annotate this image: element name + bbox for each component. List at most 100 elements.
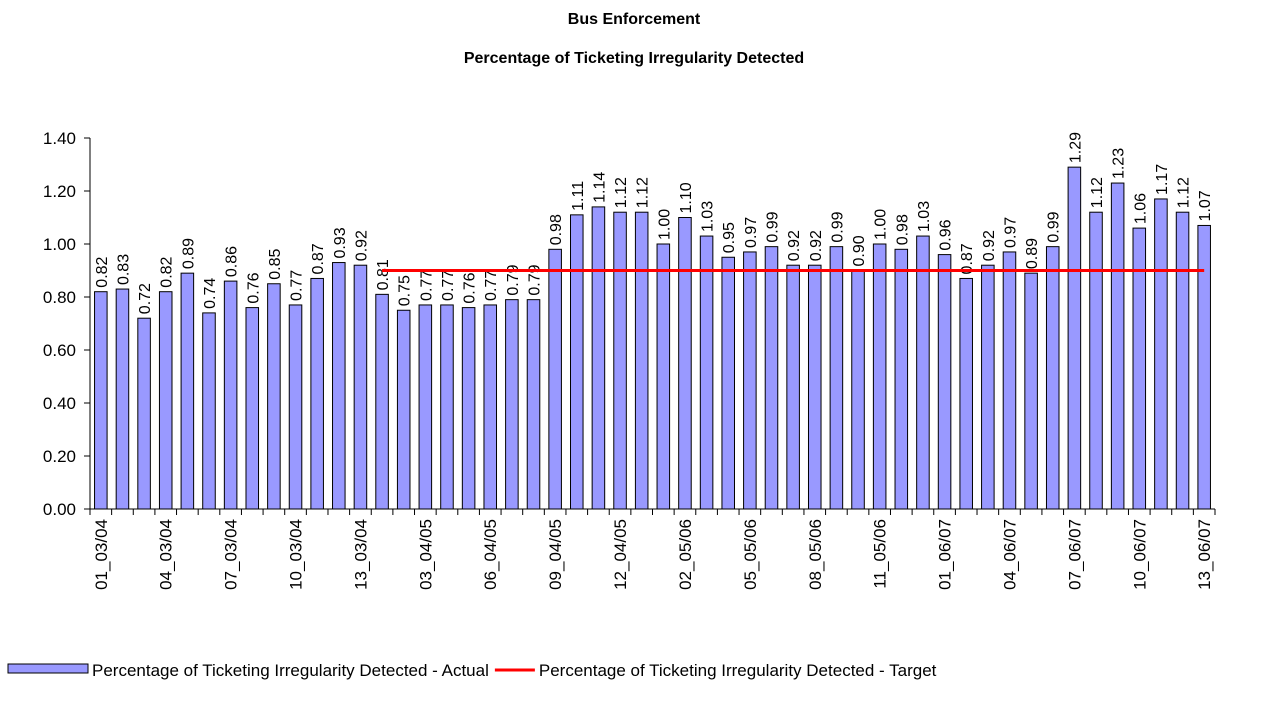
bar — [548, 248, 562, 510]
value-label: 0.96 — [938, 219, 955, 250]
bar — [310, 277, 324, 510]
y-tick-label: 1.40 — [43, 129, 76, 148]
bar — [1110, 182, 1125, 510]
y-tick-label: 1.00 — [43, 235, 76, 254]
bar — [1175, 211, 1190, 510]
value-label: 0.77 — [289, 270, 306, 301]
value-label: 1.12 — [635, 177, 652, 208]
bar — [851, 270, 865, 510]
bar — [872, 243, 887, 510]
value-label: 0.77 — [440, 270, 457, 301]
bar — [1132, 227, 1147, 510]
bar — [613, 211, 627, 510]
bar — [1067, 166, 1082, 510]
bar — [180, 272, 195, 510]
x-tick-label: 10_06/07 — [1130, 519, 1149, 590]
bar — [764, 246, 779, 510]
value-label: 0.99 — [829, 211, 846, 242]
y-tick-label: 0.00 — [43, 500, 76, 519]
value-label: 0.98 — [894, 214, 911, 245]
x-tick-label: 04_03/04 — [157, 519, 176, 590]
value-label: 0.77 — [418, 270, 435, 301]
bar — [916, 235, 930, 510]
value-label: 0.99 — [764, 211, 781, 242]
value-label: 1.12 — [1089, 177, 1106, 208]
value-label: 1.03 — [916, 201, 933, 232]
bar — [158, 291, 173, 510]
value-label: 0.93 — [332, 227, 349, 258]
legend-swatch — [7, 663, 89, 674]
bar — [1154, 198, 1168, 510]
value-label: 0.92 — [786, 230, 803, 261]
value-label: 0.97 — [1002, 217, 1019, 248]
value-label: 0.99 — [1046, 211, 1063, 242]
value-label: 0.82 — [159, 256, 176, 287]
value-label: 0.83 — [115, 254, 132, 285]
bar — [829, 246, 844, 510]
bar — [591, 206, 606, 510]
legend-label: Percentage of Ticketing Irregularity Det… — [92, 661, 489, 680]
bar — [483, 304, 498, 510]
value-label: 0.98 — [548, 214, 565, 245]
value-label: 1.12 — [1176, 177, 1193, 208]
x-tick-label: 04_06/07 — [1000, 519, 1019, 590]
bar — [721, 256, 735, 510]
bar — [461, 307, 476, 510]
value-label: 0.75 — [397, 275, 414, 306]
bar — [1089, 211, 1103, 510]
value-label: 0.86 — [224, 246, 241, 277]
bar — [1045, 246, 1060, 510]
bar — [396, 309, 411, 510]
value-label: 0.82 — [94, 256, 111, 287]
value-label: 1.00 — [873, 209, 890, 240]
value-label: 0.72 — [137, 283, 154, 314]
value-label: 0.79 — [505, 264, 522, 295]
y-tick-label: 0.80 — [43, 288, 76, 307]
bar — [223, 280, 238, 510]
value-label: 1.23 — [1111, 148, 1128, 179]
value-label: 0.77 — [483, 270, 500, 301]
bar — [288, 304, 303, 510]
bar — [807, 264, 822, 510]
value-label: 1.14 — [591, 172, 608, 203]
bar — [375, 293, 389, 510]
y-tick-label: 0.40 — [43, 394, 76, 413]
value-label: 0.97 — [743, 217, 760, 248]
x-tick-label: 08_05/06 — [806, 519, 825, 590]
value-label: 1.07 — [1197, 190, 1214, 221]
bar — [440, 304, 454, 510]
bar — [1197, 224, 1211, 510]
value-label: 0.92 — [981, 230, 998, 261]
value-label: 1.11 — [570, 181, 587, 211]
bar — [115, 288, 130, 510]
bar — [937, 254, 952, 510]
bar — [570, 214, 584, 510]
bar — [332, 262, 346, 510]
bar — [894, 248, 909, 510]
x-tick-label: 03_04/05 — [416, 519, 435, 590]
value-label: 1.10 — [678, 182, 695, 213]
legend-label: Percentage of Ticketing Irregularity Det… — [539, 661, 937, 680]
value-label: 0.74 — [202, 278, 219, 309]
bar — [959, 277, 973, 510]
value-label: 0.89 — [1024, 238, 1041, 269]
x-tick-label: 02_05/06 — [676, 519, 695, 590]
bar — [1002, 251, 1017, 510]
x-tick-label: 13_03/04 — [351, 519, 370, 590]
value-label: 1.29 — [1067, 132, 1084, 163]
bar — [699, 235, 714, 510]
value-label: 0.76 — [245, 272, 262, 303]
bar — [94, 291, 108, 510]
value-label: 0.92 — [353, 230, 370, 261]
value-label: 0.85 — [267, 249, 284, 280]
bar — [202, 312, 216, 510]
bar — [267, 283, 281, 510]
value-label: 0.87 — [959, 243, 976, 274]
bar — [137, 317, 151, 510]
bar — [678, 217, 692, 510]
bar — [353, 264, 368, 510]
x-tick-label: 05_05/06 — [741, 519, 760, 590]
value-label: 0.81 — [375, 259, 392, 290]
bar — [981, 264, 995, 510]
